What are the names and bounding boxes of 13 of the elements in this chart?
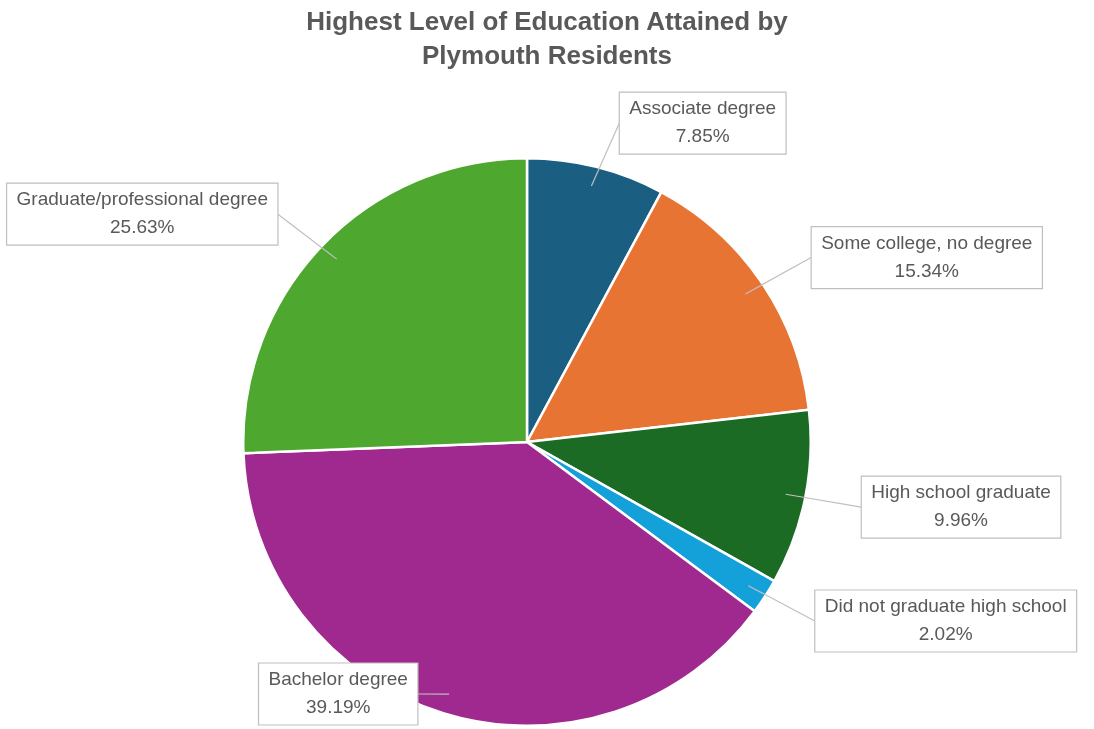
data-label: 15.34% bbox=[894, 259, 960, 281]
slice-label: Bachelor degree bbox=[268, 668, 408, 690]
slice-label: Did not graduate high school bbox=[824, 595, 1067, 617]
data-label: 39.19% bbox=[305, 696, 371, 718]
slice-label: Some college, no degree bbox=[821, 231, 1033, 253]
data-label: 7.85% bbox=[675, 125, 730, 147]
chart-title: Highest Level of Education Attained by Plymouth Residents bbox=[305, 5, 789, 72]
slice-label: Graduate/professional degree bbox=[16, 188, 268, 210]
data-label: 9.96% bbox=[934, 509, 989, 531]
data-label: 2.02% bbox=[918, 623, 973, 645]
slice-label: Associate degree bbox=[629, 97, 777, 119]
slice-label: High school graduate bbox=[871, 481, 1051, 503]
data-label: 25.63% bbox=[110, 216, 175, 238]
